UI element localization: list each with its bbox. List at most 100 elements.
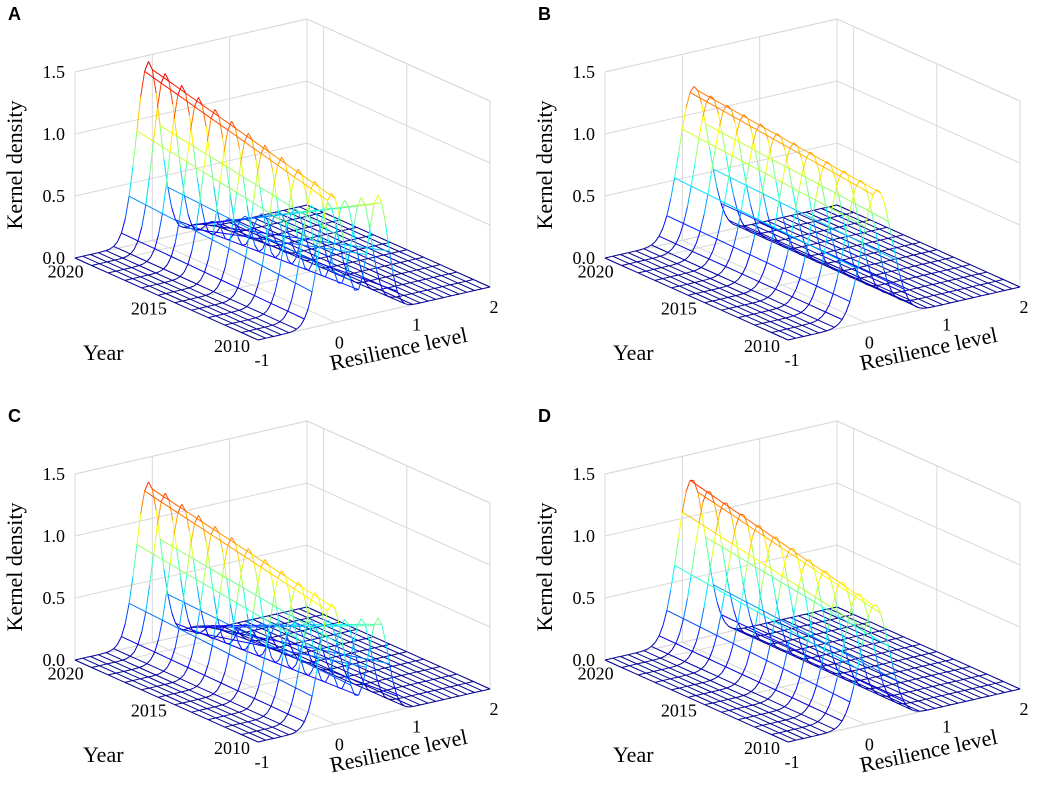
surface-mesh-line	[771, 576, 777, 600]
surface-mesh-line	[360, 197, 366, 205]
surface-mesh-line	[793, 247, 811, 257]
surface-mesh-line	[783, 629, 801, 639]
surface-mesh-line	[835, 582, 841, 592]
surface-mesh-line	[788, 296, 793, 303]
surface-mesh-line	[752, 704, 770, 713]
surface-mesh-line	[834, 323, 839, 328]
surface-mesh-line	[217, 618, 235, 628]
surface-mesh-line	[250, 295, 255, 303]
surface-mesh-line	[226, 298, 231, 302]
surface-mesh-line	[741, 665, 747, 675]
surface-mesh-line	[198, 709, 217, 719]
surface-mesh-line	[350, 280, 356, 291]
surface-mesh-line	[721, 132, 740, 143]
surface-mesh-line	[308, 669, 313, 676]
surface-mesh-line	[875, 232, 881, 252]
surface-mesh-line	[992, 693, 997, 696]
surface-mesh-line	[895, 638, 913, 647]
surface-mesh-line	[911, 303, 916, 307]
y-tick-label: 2010	[214, 738, 250, 758]
surface-mesh-line	[772, 631, 777, 634]
surface-mesh-line	[272, 639, 290, 645]
surface-mesh-line	[745, 315, 763, 324]
surface-mesh-line	[414, 682, 419, 685]
surface-mesh-line	[851, 635, 857, 638]
surface-mesh-line	[890, 698, 896, 703]
z-tick-label: 0.0	[573, 248, 596, 268]
surface-mesh-line	[415, 258, 433, 267]
surface-mesh-line	[831, 607, 849, 619]
surface-mesh-line	[694, 522, 700, 549]
surface-mesh-line	[415, 660, 433, 669]
surface-mesh-line	[832, 268, 837, 271]
surface-mesh-line	[774, 218, 793, 228]
surface-mesh-line	[132, 680, 150, 689]
surface-mesh-line	[820, 250, 826, 260]
surface-mesh-line	[768, 712, 786, 721]
surface-mesh-line	[658, 227, 664, 237]
surface-mesh-line	[215, 182, 221, 214]
surface-mesh-line	[925, 251, 930, 253]
surface-mesh-line	[233, 234, 250, 238]
surface-mesh-line	[870, 273, 888, 282]
surface-mesh-line	[91, 265, 109, 274]
surface-mesh-line	[466, 290, 471, 293]
surface-mesh-line	[307, 205, 312, 213]
surface-mesh-line	[138, 667, 157, 676]
surface-mesh-line	[702, 101, 708, 117]
surface-mesh-line	[259, 187, 265, 216]
surface-mesh-line	[289, 632, 295, 634]
surface-mesh-line	[938, 271, 957, 280]
surface-mesh-line	[683, 618, 701, 628]
surface-mesh-line	[177, 289, 182, 292]
surface-mesh-line	[401, 675, 419, 684]
surface-mesh-line	[814, 569, 832, 581]
surface-mesh-line	[778, 732, 796, 741]
surface-mesh-line	[232, 192, 238, 223]
surface-mesh-line	[230, 633, 248, 641]
surface-mesh-line	[268, 565, 274, 584]
surface-mesh-line	[899, 636, 904, 639]
surface-mesh-line	[236, 163, 242, 193]
surface-mesh-line	[361, 254, 367, 278]
surface-mesh-line	[817, 208, 822, 210]
surface-mesh-line	[433, 678, 451, 688]
surface-mesh-line	[679, 618, 684, 634]
surface-mesh-line	[804, 705, 810, 712]
surface-mesh-line	[814, 655, 819, 658]
surface-mesh-line	[189, 531, 194, 559]
surface-mesh-line	[259, 597, 265, 623]
surface-mesh-line	[927, 708, 932, 711]
surface-mesh-line	[211, 621, 217, 646]
surface-mesh-line	[126, 655, 131, 660]
surface-mesh-line	[741, 265, 747, 275]
surface-mesh-line	[685, 674, 703, 684]
surface-mesh-line	[317, 668, 322, 681]
surface-mesh-line	[765, 310, 770, 312]
surface-mesh-line	[349, 663, 367, 668]
surface-mesh-line	[474, 691, 479, 693]
surface-mesh-line	[904, 680, 909, 683]
surface-mesh-line	[845, 701, 851, 714]
surface-mesh-line	[278, 678, 296, 689]
surface-mesh-line	[706, 680, 711, 683]
surface-mesh-line	[945, 291, 950, 294]
surface-mesh-line	[432, 265, 450, 275]
surface-mesh-line	[82, 255, 100, 265]
surface-mesh-line	[731, 543, 750, 556]
surface-mesh-line	[883, 684, 888, 694]
surface-mesh-line	[805, 211, 823, 220]
surface-mesh-line	[341, 688, 359, 696]
surface-mesh-line	[128, 195, 147, 206]
surface-mesh-line	[136, 678, 141, 681]
surface-mesh-line	[752, 635, 770, 645]
surface-mesh-line	[698, 682, 703, 685]
surface-mesh-line	[768, 231, 786, 240]
surface-mesh-line	[966, 264, 971, 266]
surface-mesh-line	[215, 219, 233, 223]
surface-mesh-line	[625, 665, 630, 668]
surface-mesh-line	[365, 227, 371, 255]
surface-mesh-line	[182, 300, 200, 309]
surface-mesh-line	[235, 127, 253, 141]
surface-mesh-line	[699, 230, 718, 240]
